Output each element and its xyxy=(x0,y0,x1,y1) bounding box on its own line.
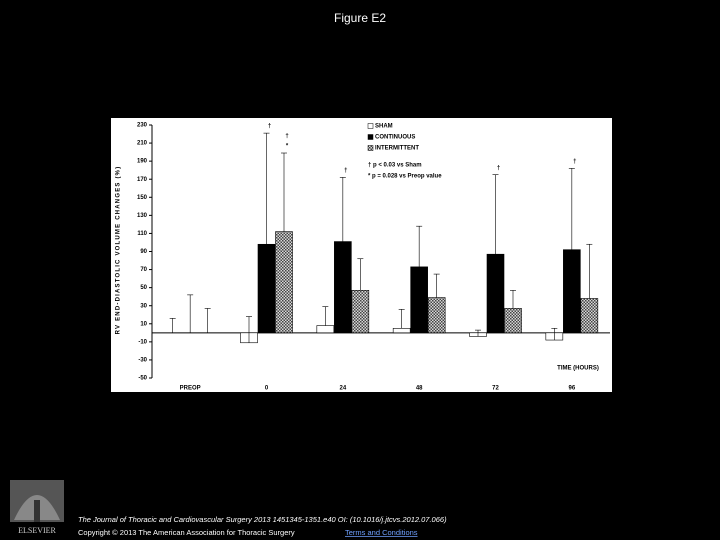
bar xyxy=(580,298,599,334)
plot: 230 210 190 170 150 130 110 90 70 50 30 10 -10 -30 -50… xyxy=(137,123,610,392)
y-tick-label: -50 xyxy=(138,376,147,382)
figure-title: Figure E2 xyxy=(334,11,386,25)
x-tick-label: 72 xyxy=(492,386,499,392)
y-tick-label: -10 xyxy=(138,339,147,345)
significance-marker: † xyxy=(285,134,288,140)
bar xyxy=(486,253,505,334)
bar xyxy=(334,241,352,334)
y-tick-label: 70 xyxy=(140,267,147,273)
bar xyxy=(316,325,335,334)
bar xyxy=(504,308,522,334)
significance-marker: * xyxy=(286,144,289,150)
y-tick-label: 30 xyxy=(140,303,147,309)
y-axis-title: RV END-DIASTOLIC VOLUME CHANGES (%) xyxy=(116,166,122,335)
bar xyxy=(257,243,276,334)
legend-note: * p = 0.028 vs Preop value xyxy=(368,174,442,180)
bar xyxy=(427,297,446,334)
bar xyxy=(410,266,428,334)
terms-link[interactable]: Terms and Conditions xyxy=(345,528,418,537)
logo-trunk xyxy=(34,500,40,522)
x-tick-label: PREOP xyxy=(180,386,201,392)
y-tick-label: 10 xyxy=(140,321,147,327)
y-tick-label: 190 xyxy=(137,159,148,165)
y-tick-label: 150 xyxy=(137,195,148,201)
y-tick-label: 170 xyxy=(137,177,148,183)
x-tick-label: 96 xyxy=(568,386,575,392)
legend-label: SHAM xyxy=(375,124,393,130)
y-tick-label: 90 xyxy=(140,249,147,255)
chart-panel xyxy=(111,118,612,392)
significance-marker: † xyxy=(268,124,271,130)
legend-note: † p < 0.03 vs Sham xyxy=(368,163,422,169)
legend-swatch xyxy=(367,145,374,151)
significance-marker: † xyxy=(344,168,347,174)
significance-marker: † xyxy=(573,159,576,165)
legend-label: INTERMITTENT xyxy=(375,146,419,152)
bar xyxy=(275,231,293,334)
y-tick-label: 50 xyxy=(140,285,147,291)
legend-swatch xyxy=(367,123,374,129)
logo-text: ELSEVIER xyxy=(18,526,56,535)
legend-swatch xyxy=(367,134,374,140)
significance-marker: † xyxy=(497,165,500,171)
y-tick-label: 230 xyxy=(137,123,148,129)
copyright: Copyright © 2013 The American Associatio… xyxy=(78,528,295,537)
citation: The Journal of Thoracic and Cardiovascul… xyxy=(78,515,447,524)
y-tick-label: 110 xyxy=(137,231,147,237)
y-tick-label: 210 xyxy=(137,141,148,147)
y-tick-label: 130 xyxy=(137,213,148,219)
bar xyxy=(392,328,411,334)
bar xyxy=(351,290,370,334)
logo xyxy=(10,480,64,522)
legend-label: CONTINUOUS xyxy=(375,135,415,141)
y-tick-label: -30 xyxy=(138,358,147,364)
x-tick-label: 48 xyxy=(416,386,423,392)
x-tick-label: 24 xyxy=(339,386,346,392)
bar xyxy=(563,249,581,334)
x-tick-label: 0 xyxy=(265,386,269,392)
x-axis-title: TIME (HOURS) xyxy=(557,366,599,372)
